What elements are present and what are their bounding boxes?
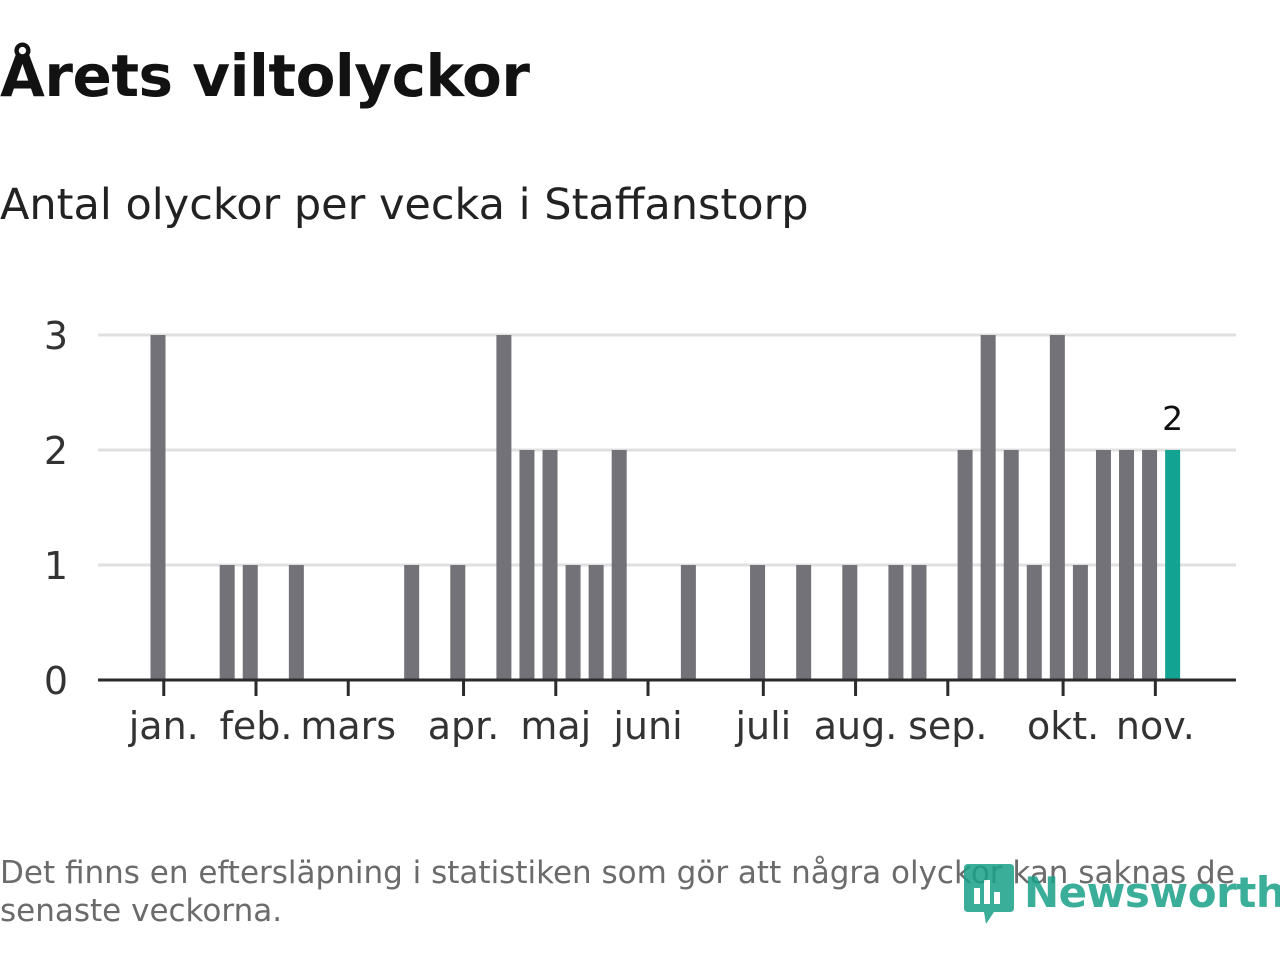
x-tick-label: apr. [428,704,500,748]
bar [980,335,996,680]
bar [519,450,535,680]
bar [750,565,766,680]
bar [1095,450,1111,680]
bar [1119,450,1135,680]
x-tick-label: jan. [128,704,199,748]
bar [1003,450,1019,680]
bar [450,565,466,680]
x-tick-label: sep. [908,704,987,748]
bar [242,565,258,680]
bar-chart-logo-icon [962,858,1016,926]
bar [542,450,558,680]
bar [842,565,858,680]
x-tick-label: maj [520,704,591,748]
bar [888,565,904,680]
bar [288,565,304,680]
x-tick-label: juli [734,704,791,748]
bar [611,450,627,680]
brand-name: Newsworthy [1024,867,1280,917]
chart-subtitle: Antal olyckor per vecka i Staffanstorp [0,180,809,230]
bar [150,335,166,680]
bar [911,565,927,680]
x-tick-label: feb. [220,704,293,748]
x-tick-label: nov. [1116,704,1195,748]
last-value-label: 2 [1162,399,1183,438]
bar [1072,565,1088,680]
bar [588,565,604,680]
footnote: Det finns en eftersläpning i statistiken… [0,855,1235,929]
bar [1142,450,1158,680]
x-tick-label: mars [300,704,396,748]
bar [1049,335,1065,680]
y-tick-label: 2 [44,429,68,473]
bar [1026,565,1042,680]
bar [219,565,235,680]
y-tick-label: 3 [44,314,68,358]
bar [404,565,420,680]
bar-chart: 0 1 2 3 2 jan. feb. mars apr. maj juni juli aug. sep.… [44,314,1236,748]
y-tick-label: 0 [44,659,68,703]
bar [957,450,973,680]
bar [680,565,696,680]
x-tick-label: juni [612,704,682,748]
bar [565,565,581,680]
y-tick-label: 1 [44,544,68,588]
bar [796,565,812,680]
chart-title: Årets viltolyckor [0,42,530,110]
bar [496,335,512,680]
x-tick-label: okt. [1027,704,1099,748]
brand-logo: Newsworthy [962,858,1280,926]
bar-current-week [1165,450,1181,680]
x-tick-label: aug. [814,704,898,748]
